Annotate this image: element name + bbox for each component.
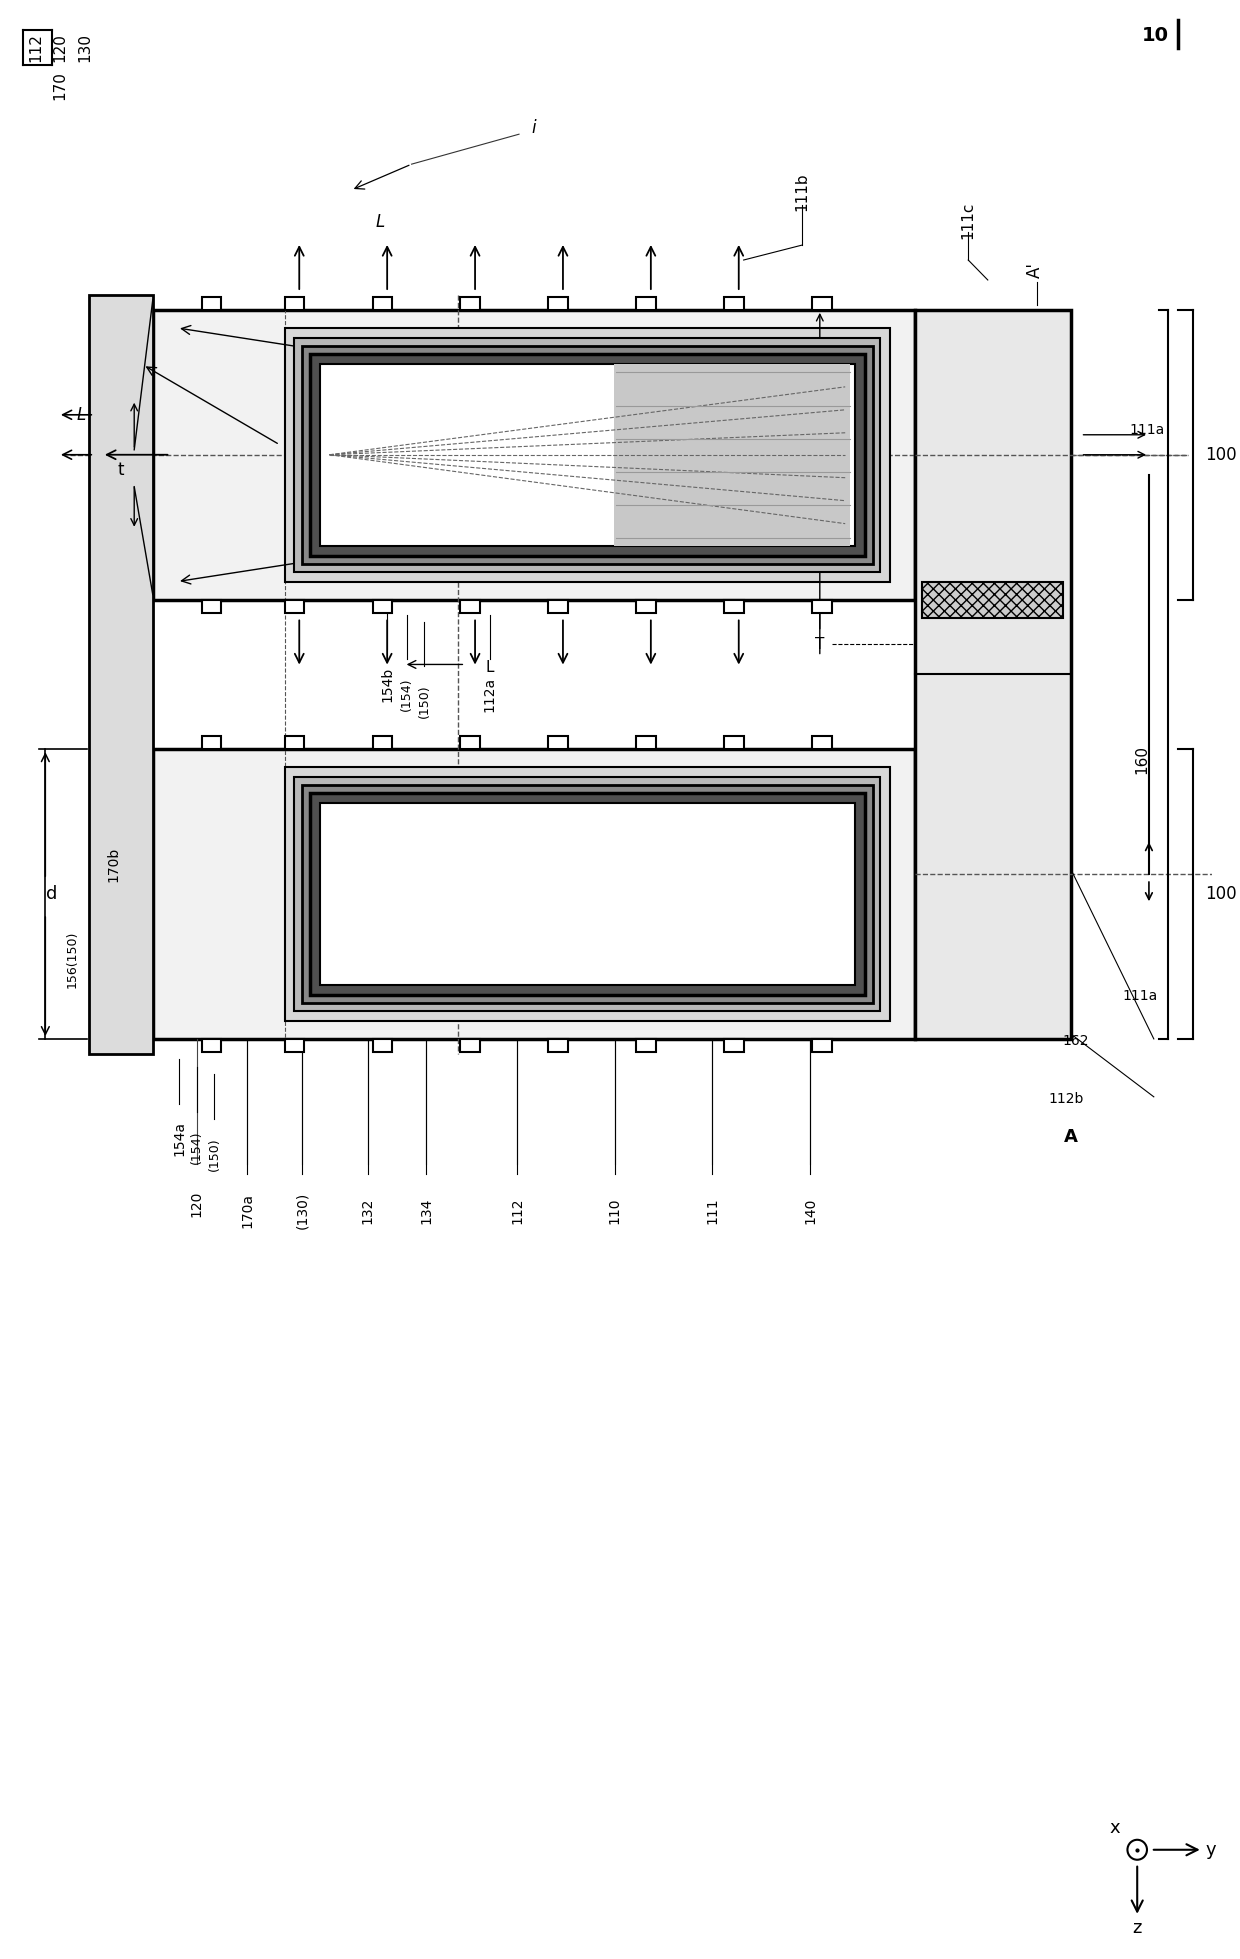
Bar <box>614 364 851 547</box>
Text: 10: 10 <box>1142 25 1169 45</box>
Text: 111a: 111a <box>1122 989 1158 1003</box>
Text: (150): (150) <box>418 684 430 719</box>
Text: 111: 111 <box>706 1197 719 1224</box>
Text: 120: 120 <box>52 33 67 63</box>
Bar <box>285 599 304 613</box>
Bar <box>636 737 656 750</box>
Text: 170a: 170a <box>241 1193 254 1228</box>
Bar <box>372 1038 392 1052</box>
Bar <box>724 298 744 310</box>
Bar <box>303 786 873 1003</box>
Bar <box>460 599 480 613</box>
Text: T: T <box>815 637 825 652</box>
Bar <box>320 364 854 547</box>
Text: t: t <box>118 460 124 478</box>
Text: 100: 100 <box>1205 447 1238 464</box>
Text: i: i <box>532 119 536 137</box>
Text: d: d <box>46 885 58 903</box>
Text: (154): (154) <box>190 1130 203 1164</box>
Bar <box>372 737 392 750</box>
Text: 170: 170 <box>52 71 67 100</box>
Bar <box>285 1038 304 1052</box>
Text: 154a: 154a <box>172 1121 186 1156</box>
Text: 154b: 154b <box>381 666 394 701</box>
Text: 100: 100 <box>1205 885 1238 903</box>
Bar <box>372 298 392 310</box>
Bar <box>320 803 854 985</box>
Bar <box>636 599 656 613</box>
Text: 112: 112 <box>510 1197 525 1224</box>
Bar <box>153 750 915 1038</box>
Bar <box>812 737 832 750</box>
Text: H: H <box>539 884 557 905</box>
Text: 111c: 111c <box>961 202 976 239</box>
Bar <box>548 737 568 750</box>
Text: 170b: 170b <box>107 846 120 882</box>
Bar <box>294 337 880 572</box>
Text: L: L <box>485 660 494 676</box>
Bar <box>724 737 744 750</box>
Bar <box>724 1038 744 1052</box>
Text: 120: 120 <box>190 1191 203 1217</box>
Bar <box>460 1038 480 1052</box>
Text: x: x <box>1110 1818 1120 1838</box>
Bar <box>724 599 744 613</box>
Bar <box>812 1038 832 1052</box>
Bar <box>548 599 568 613</box>
Bar <box>310 355 864 556</box>
Bar <box>372 599 392 613</box>
Bar <box>636 298 656 310</box>
Bar <box>285 737 304 750</box>
Text: (130): (130) <box>295 1191 309 1230</box>
Bar <box>202 1038 221 1052</box>
Bar <box>153 310 915 599</box>
Text: 110: 110 <box>608 1197 621 1224</box>
Text: 134: 134 <box>419 1197 433 1224</box>
Bar <box>202 599 221 613</box>
Text: (154): (154) <box>401 678 413 711</box>
Text: L: L <box>77 406 86 423</box>
Bar <box>812 599 832 613</box>
Text: 162: 162 <box>1063 1034 1089 1048</box>
Text: 132: 132 <box>361 1197 374 1224</box>
Bar <box>202 298 221 310</box>
Text: y: y <box>1205 1841 1215 1859</box>
Text: 112a: 112a <box>482 678 497 711</box>
Bar <box>548 1038 568 1052</box>
Text: z: z <box>1132 1918 1142 1937</box>
Text: 111a: 111a <box>1130 423 1164 437</box>
Bar <box>310 793 864 995</box>
Text: 160: 160 <box>1135 744 1149 774</box>
Text: A: A <box>1064 1128 1078 1146</box>
Bar <box>923 582 1063 617</box>
Text: 140: 140 <box>804 1197 817 1224</box>
Bar <box>812 298 832 310</box>
Bar <box>303 347 873 564</box>
Bar <box>294 778 880 1011</box>
Text: A': A' <box>1025 263 1044 278</box>
Text: 111b: 111b <box>795 172 810 212</box>
Bar <box>285 298 304 310</box>
Text: 156(150): 156(150) <box>66 931 78 987</box>
Bar <box>915 310 1071 1038</box>
Bar <box>285 768 890 1021</box>
Text: 130: 130 <box>77 33 92 63</box>
Bar <box>636 1038 656 1052</box>
Text: L: L <box>376 214 384 231</box>
Bar <box>460 737 480 750</box>
Bar <box>89 296 153 1054</box>
Text: 112: 112 <box>29 33 43 63</box>
Text: (150): (150) <box>208 1136 221 1171</box>
Bar <box>285 327 890 582</box>
Bar <box>202 737 221 750</box>
Bar <box>460 298 480 310</box>
Text: 112b: 112b <box>1048 1091 1084 1105</box>
Bar <box>548 298 568 310</box>
